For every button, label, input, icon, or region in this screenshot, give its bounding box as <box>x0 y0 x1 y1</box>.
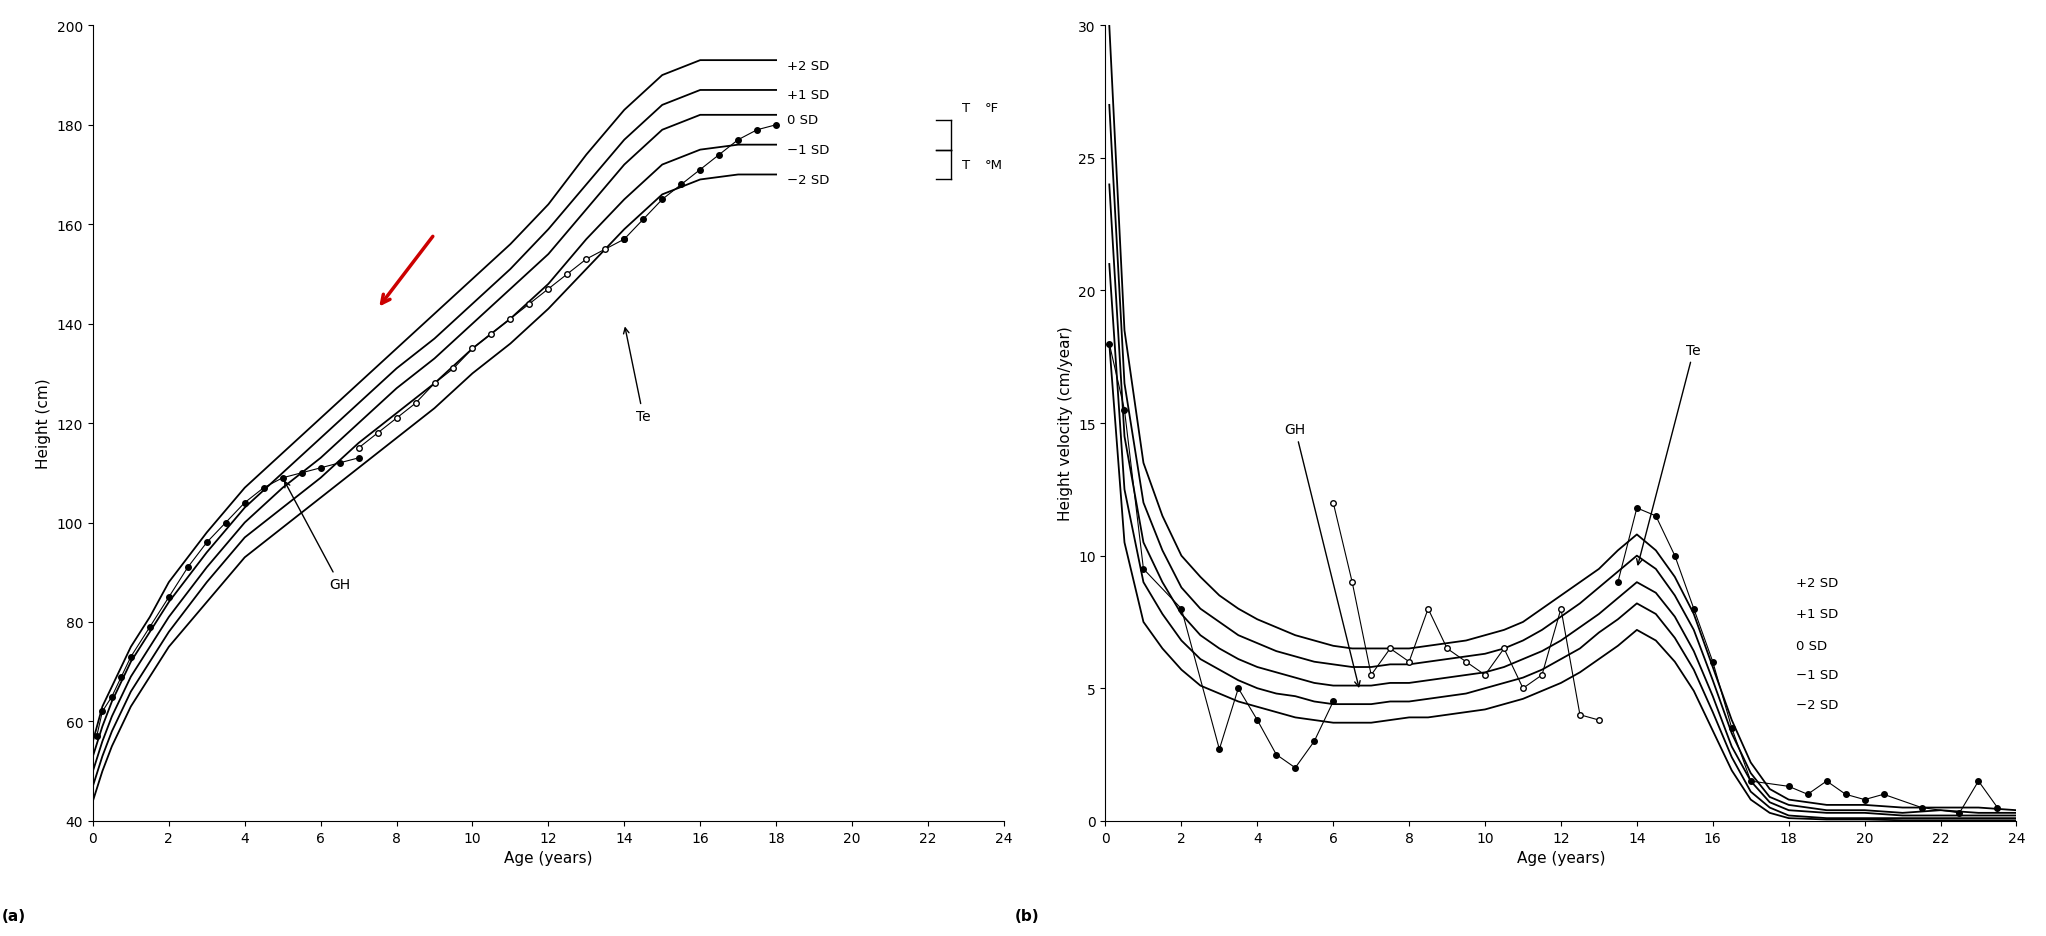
X-axis label: Age (years): Age (years) <box>1516 850 1606 865</box>
Text: °F: °F <box>984 102 998 115</box>
Text: T: T <box>962 102 970 115</box>
X-axis label: Age (years): Age (years) <box>503 850 593 865</box>
Text: (a): (a) <box>2 908 27 923</box>
Text: Te: Te <box>1637 344 1700 565</box>
Text: GH: GH <box>1285 423 1361 687</box>
Text: +1 SD: +1 SD <box>788 89 831 102</box>
Text: −2 SD: −2 SD <box>788 174 831 187</box>
Text: −2 SD: −2 SD <box>1796 698 1839 710</box>
Text: −1 SD: −1 SD <box>788 144 831 157</box>
Text: −1 SD: −1 SD <box>1796 668 1839 681</box>
Text: +1 SD: +1 SD <box>1796 607 1839 621</box>
Text: +2 SD: +2 SD <box>788 60 831 72</box>
Text: Te: Te <box>624 329 651 424</box>
Text: GH: GH <box>284 482 350 592</box>
Text: °M: °M <box>984 159 1003 172</box>
Text: +2 SD: +2 SD <box>1796 576 1839 589</box>
Text: T: T <box>962 159 970 172</box>
Y-axis label: Height (cm): Height (cm) <box>37 378 51 469</box>
Text: 0 SD: 0 SD <box>788 114 818 127</box>
Text: (b): (b) <box>1015 908 1039 923</box>
Text: 0 SD: 0 SD <box>1796 639 1827 652</box>
Y-axis label: Height velocity (cm/year): Height velocity (cm/year) <box>1058 327 1072 521</box>
